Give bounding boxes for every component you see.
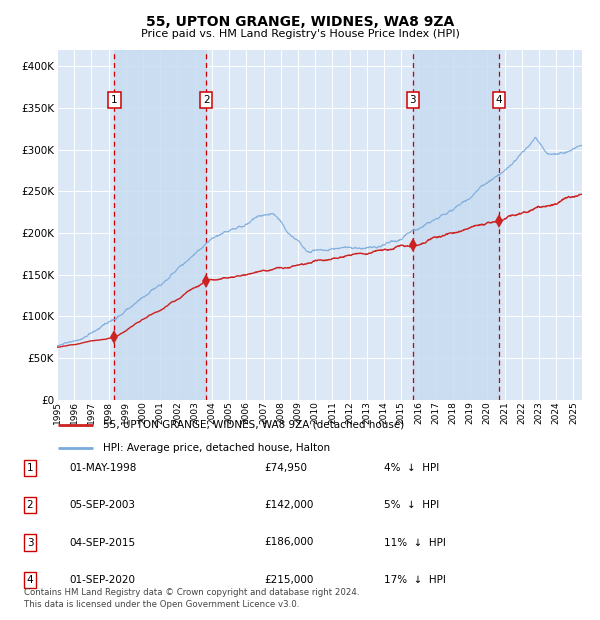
Text: 04-SEP-2015: 04-SEP-2015 xyxy=(69,538,135,547)
Text: £74,950: £74,950 xyxy=(264,463,307,473)
Text: 05-SEP-2003: 05-SEP-2003 xyxy=(69,500,135,510)
Text: 11%  ↓  HPI: 11% ↓ HPI xyxy=(384,538,446,547)
Text: Price paid vs. HM Land Registry's House Price Index (HPI): Price paid vs. HM Land Registry's House … xyxy=(140,29,460,38)
Text: 4: 4 xyxy=(26,575,34,585)
Text: 01-SEP-2020: 01-SEP-2020 xyxy=(69,575,135,585)
Text: 2: 2 xyxy=(26,500,34,510)
Bar xyxy=(413,50,499,400)
Text: 3: 3 xyxy=(26,538,34,547)
Text: 4%  ↓  HPI: 4% ↓ HPI xyxy=(384,463,439,473)
Text: £215,000: £215,000 xyxy=(264,575,313,585)
Text: 1: 1 xyxy=(111,95,118,105)
Text: 17%  ↓  HPI: 17% ↓ HPI xyxy=(384,575,446,585)
Text: HPI: Average price, detached house, Halton: HPI: Average price, detached house, Halt… xyxy=(103,443,331,453)
Text: 5%  ↓  HPI: 5% ↓ HPI xyxy=(384,500,439,510)
Text: £142,000: £142,000 xyxy=(264,500,313,510)
Text: 3: 3 xyxy=(409,95,416,105)
Bar xyxy=(115,50,206,400)
Text: 4: 4 xyxy=(496,95,502,105)
Text: 1: 1 xyxy=(26,463,34,473)
Text: 01-MAY-1998: 01-MAY-1998 xyxy=(69,463,136,473)
Text: 2: 2 xyxy=(203,95,209,105)
Text: £186,000: £186,000 xyxy=(264,538,313,547)
Text: 55, UPTON GRANGE, WIDNES, WA8 9ZA (detached house): 55, UPTON GRANGE, WIDNES, WA8 9ZA (detac… xyxy=(103,420,404,430)
Text: 55, UPTON GRANGE, WIDNES, WA8 9ZA: 55, UPTON GRANGE, WIDNES, WA8 9ZA xyxy=(146,16,454,30)
Text: Contains HM Land Registry data © Crown copyright and database right 2024.
This d: Contains HM Land Registry data © Crown c… xyxy=(24,588,359,609)
